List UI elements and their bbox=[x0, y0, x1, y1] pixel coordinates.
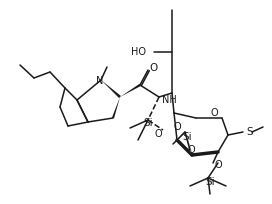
Text: Si: Si bbox=[205, 177, 215, 187]
Text: N: N bbox=[96, 76, 104, 86]
Text: O: O bbox=[154, 129, 162, 139]
Polygon shape bbox=[120, 84, 141, 97]
Text: O: O bbox=[173, 122, 181, 132]
Text: O: O bbox=[187, 145, 195, 155]
Text: HO: HO bbox=[131, 47, 147, 57]
Text: O: O bbox=[210, 108, 218, 118]
Polygon shape bbox=[101, 80, 121, 98]
Polygon shape bbox=[112, 97, 120, 118]
Text: Si: Si bbox=[143, 118, 153, 128]
Text: O: O bbox=[214, 160, 222, 170]
Text: O: O bbox=[149, 63, 157, 73]
Text: NH: NH bbox=[162, 95, 177, 105]
Text: S: S bbox=[247, 127, 253, 137]
Text: Si: Si bbox=[182, 132, 192, 142]
